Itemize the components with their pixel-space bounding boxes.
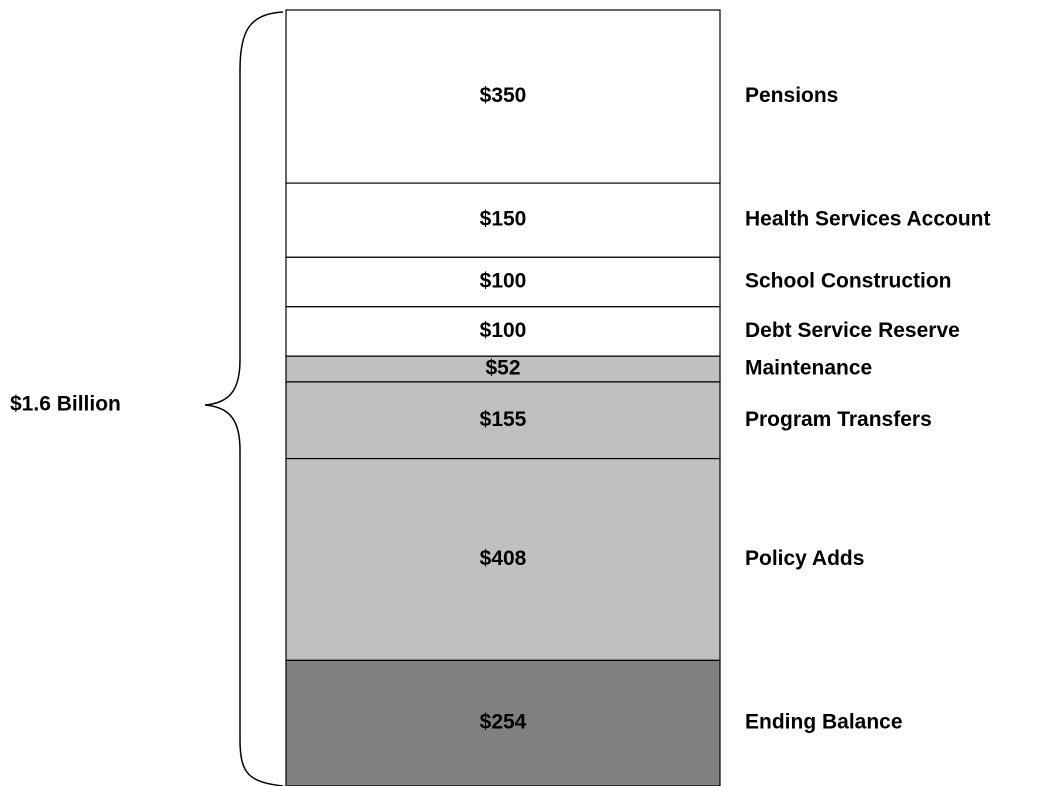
segment [285, 659, 721, 786]
value-label: $350 [480, 84, 527, 107]
value-label: $254 [480, 711, 527, 734]
annotation: $1.6 Billion [10, 393, 121, 416]
value-label: $100 [480, 319, 527, 342]
segment [285, 9, 721, 184]
category-label: Maintenance [745, 357, 872, 380]
segment [285, 381, 721, 460]
value-label: $100 [480, 270, 527, 293]
category-label: Health Services Account [745, 208, 990, 231]
category-label: Debt Service Reserve [745, 319, 960, 342]
category-label: Policy Adds [745, 547, 864, 570]
category-label: Pensions [745, 84, 838, 107]
segment [285, 256, 721, 308]
category-label: School Construction [745, 270, 952, 293]
category-label: Program Transfers [745, 408, 932, 431]
brace [204, 11, 284, 786]
segment [285, 306, 721, 357]
value-label: $52 [485, 357, 520, 380]
segment [285, 182, 721, 258]
value-label: $155 [480, 408, 527, 431]
value-label: $150 [480, 208, 527, 231]
segment [285, 457, 721, 661]
category-label: Ending Balance [745, 711, 903, 734]
value-label: $408 [480, 547, 527, 570]
